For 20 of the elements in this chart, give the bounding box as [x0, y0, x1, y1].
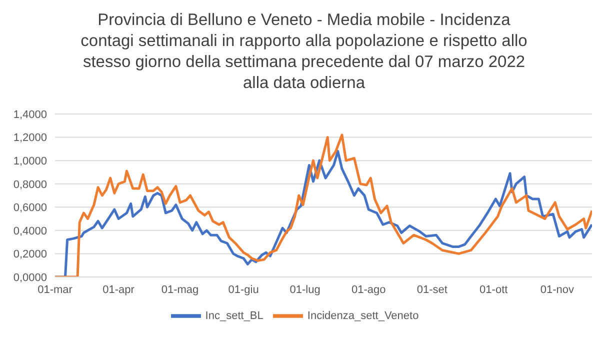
legend-label: Incidenza_sett_Veneto	[307, 310, 419, 322]
x-tick-label: 01-set	[416, 284, 448, 296]
x-tick-label: 01-mag	[161, 284, 199, 296]
x-tick-label: 01-mar	[38, 284, 73, 296]
x-tick-label: 01-ott	[480, 284, 508, 296]
legend-label: Inc_sett_BL	[205, 310, 264, 322]
y-tick-label: 0,8000	[13, 178, 47, 191]
y-tick-label: 1,4000	[13, 108, 47, 121]
y-tick-label: 1,2000	[13, 132, 47, 144]
x-tick-label: 01-ago	[351, 284, 386, 296]
y-tick-label: 0,2000	[13, 248, 47, 261]
x-tick-label: 01-lug	[290, 284, 320, 296]
y-tick-label: 0,4000	[13, 225, 47, 238]
y-tick-label: 0,6000	[13, 202, 47, 214]
y-tick-label: 1,0000	[13, 155, 47, 168]
chart-title: Provincia di Belluno e Veneto - Media mobile - Incidenza contagi settimanali in rapporto alla popolazione e rispetto allo stesso giorno della settimana precedente dal 07 marzo 2022 alla data odierna	[80, 10, 528, 94]
x-tick-label: 01-apr	[102, 284, 135, 296]
x-tick-label: 01-giu	[228, 284, 259, 296]
y-tick-label: 0,0000	[13, 272, 47, 284]
x-tick-label: 01-nov	[540, 284, 574, 296]
